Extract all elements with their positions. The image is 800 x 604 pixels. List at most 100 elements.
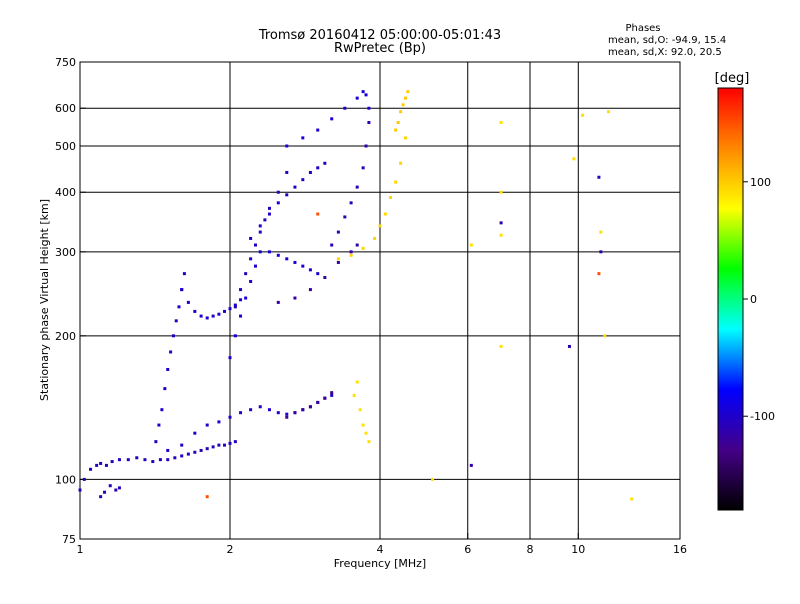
data-point (431, 477, 435, 481)
data-point (263, 218, 267, 222)
data-point (316, 166, 320, 170)
data-point (108, 484, 112, 488)
y-tick-label: 600 (55, 102, 76, 115)
data-point (166, 448, 170, 452)
x-axis-label: Frequency [MHz] (334, 557, 426, 570)
data-point (258, 405, 262, 409)
data-point (276, 201, 280, 205)
data-point (358, 408, 362, 412)
data-point (301, 408, 305, 412)
data-point (276, 190, 280, 194)
data-point (308, 288, 312, 292)
data-point (285, 415, 289, 419)
data-point (323, 396, 327, 400)
y-tick-label: 100 (55, 473, 76, 486)
data-point (355, 185, 359, 189)
data-point (173, 456, 177, 460)
data-point (301, 178, 305, 182)
data-point (301, 136, 305, 140)
data-point (316, 272, 320, 276)
y-tick-label: 300 (55, 246, 76, 259)
data-point (193, 431, 197, 435)
data-point (223, 443, 227, 447)
data-point (253, 264, 257, 268)
colorbar (717, 87, 744, 511)
data-point (383, 212, 387, 216)
data-point (293, 411, 297, 415)
data-point (135, 456, 139, 460)
data-point (499, 121, 503, 125)
data-point (267, 250, 271, 254)
data-point (389, 195, 393, 199)
y-tick-label: 500 (55, 140, 76, 153)
data-point (367, 106, 371, 110)
data-point (285, 144, 289, 148)
data-point (244, 296, 248, 300)
data-point (110, 460, 114, 464)
data-point (99, 461, 103, 465)
data-point (249, 257, 253, 261)
data-point (239, 288, 243, 292)
data-point (143, 458, 147, 462)
x-tick-label: 10 (571, 543, 585, 556)
data-point (499, 221, 503, 225)
data-point (403, 136, 407, 140)
data-point (228, 415, 232, 419)
data-point (285, 170, 289, 174)
data-point (396, 121, 400, 125)
data-point (364, 93, 368, 97)
data-point (166, 367, 170, 371)
data-point (567, 344, 571, 348)
data-point (301, 264, 305, 268)
data-point (114, 488, 118, 492)
data-point (597, 175, 601, 179)
data-point (78, 488, 82, 492)
data-point (154, 440, 158, 444)
data-point (394, 180, 398, 184)
data-point (394, 128, 398, 132)
data-point (249, 236, 253, 240)
data-point (258, 224, 262, 228)
data-point (157, 423, 161, 427)
data-point (158, 458, 162, 462)
data-point (82, 477, 86, 481)
data-points (78, 90, 634, 501)
data-point (205, 423, 209, 427)
data-point (166, 458, 170, 462)
data-point (323, 161, 327, 165)
data-point (239, 411, 243, 415)
data-point (267, 206, 271, 210)
data-point (336, 230, 340, 234)
x-axis-ticks: 1 2 4 6 8 10 16 (77, 533, 687, 556)
data-point (177, 305, 181, 309)
data-point (361, 90, 365, 94)
data-point (244, 272, 248, 276)
data-point (599, 230, 603, 234)
phase-mean-x: mean, sd,X: 92.0, 20.5 (608, 47, 722, 58)
chart-title: Tromsø 20160412 05:00:00-05:01:43 (258, 28, 501, 43)
data-point (330, 243, 334, 247)
data-point (336, 260, 340, 264)
y-tick-label: 200 (55, 330, 76, 343)
data-point (199, 448, 203, 452)
data-point (233, 334, 237, 338)
data-point (352, 393, 356, 397)
phase-mean-o: mean, sd,O: -94.9, 15.4 (608, 35, 726, 46)
data-point (308, 170, 312, 174)
data-point (233, 440, 237, 444)
data-point (349, 201, 353, 205)
data-point (293, 296, 297, 300)
data-point (399, 110, 403, 114)
data-point (285, 257, 289, 261)
data-point (193, 450, 197, 454)
data-point (597, 272, 601, 276)
data-point (603, 334, 607, 338)
data-point (499, 233, 503, 237)
data-point (211, 445, 215, 449)
data-point (99, 495, 103, 499)
data-point (361, 166, 365, 170)
data-point (630, 497, 634, 501)
data-point (171, 334, 175, 338)
data-point (469, 243, 473, 247)
